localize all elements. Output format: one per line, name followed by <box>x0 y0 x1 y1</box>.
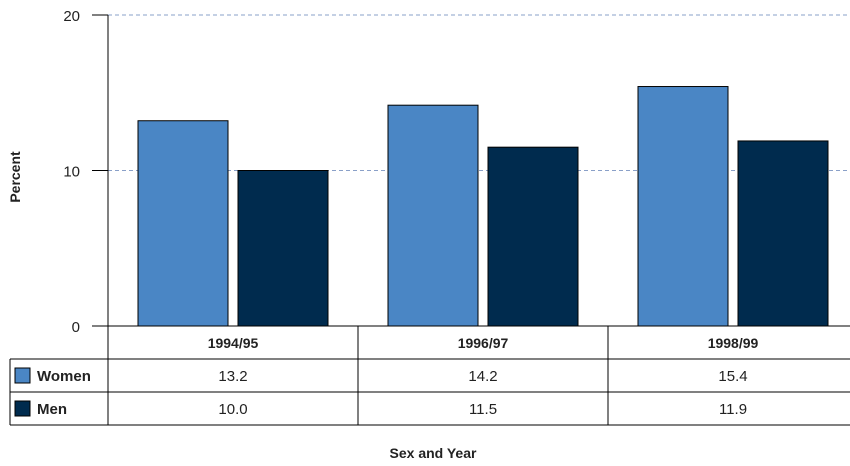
legend-label-men: Men <box>37 401 67 418</box>
bar-women <box>137 120 229 327</box>
bar-men <box>737 140 829 327</box>
y-tick-label: 10 <box>63 164 80 181</box>
bar-women <box>637 86 729 327</box>
data-label: 10.0 <box>218 401 247 418</box>
legend-swatch-women <box>14 367 31 384</box>
bar-men <box>487 146 579 327</box>
data-label: 13.2 <box>218 368 247 385</box>
x-category-label: 1996/97 <box>458 335 509 351</box>
legend-swatch-men <box>14 400 31 417</box>
bars <box>137 86 829 327</box>
data-label: 11.5 <box>469 401 497 418</box>
x-category-label: 1994/95 <box>208 335 259 351</box>
y-tick-label: 20 <box>63 8 80 25</box>
y-tick-label: 0 <box>72 319 80 336</box>
x-axis-title: Sex and Year <box>390 445 477 461</box>
x-category-label: 1998/99 <box>708 335 759 351</box>
legend-label-women: Women <box>37 368 91 385</box>
bar-women <box>387 104 479 327</box>
data-label: 11.9 <box>719 401 747 418</box>
data-label: 14.2 <box>468 368 497 385</box>
data-label: 15.4 <box>718 368 747 385</box>
y-axis-title: Percent <box>7 151 23 203</box>
bar-men <box>237 170 329 327</box>
y-axis: 0 10 20 <box>63 8 109 425</box>
data-table: 1994/95 1996/97 1998/99 Women 13.2 14.2 15.4 Me… <box>9 325 850 426</box>
